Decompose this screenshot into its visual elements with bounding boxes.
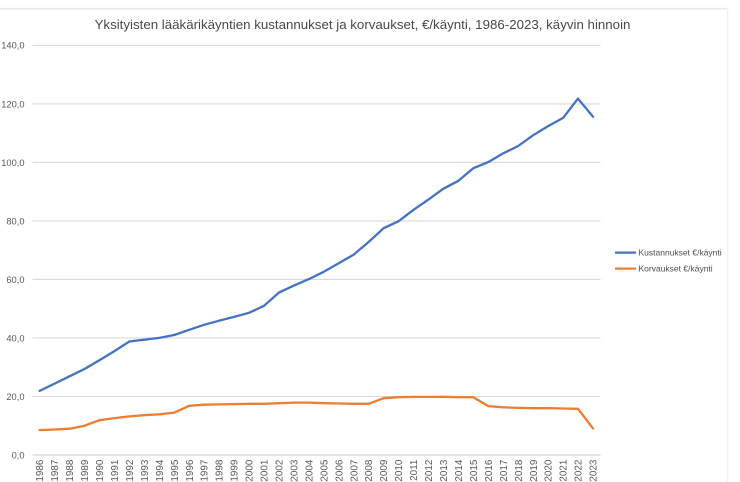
svg-text:1987: 1987 [50,460,61,482]
svg-text:2003: 2003 [290,459,301,481]
svg-text:1999: 1999 [230,459,241,481]
svg-text:80,0: 80,0 [6,216,24,226]
svg-text:2019: 2019 [529,459,540,481]
svg-text:2014: 2014 [454,459,465,481]
svg-text:Kustannukset €/käynti: Kustannukset €/käynti [639,248,722,258]
svg-text:1992: 1992 [125,460,136,482]
svg-text:2017: 2017 [499,460,510,482]
svg-text:1990: 1990 [95,459,106,481]
svg-text:2022: 2022 [574,460,585,482]
svg-text:Korvaukset €/käynti: Korvaukset €/käynti [639,264,713,274]
svg-text:1994: 1994 [155,459,166,481]
svg-text:1996: 1996 [185,459,196,481]
svg-text:2008: 2008 [364,459,375,481]
svg-text:2012: 2012 [424,460,435,482]
svg-text:2005: 2005 [319,459,330,481]
svg-text:20,0: 20,0 [6,392,24,402]
svg-text:1997: 1997 [200,460,211,482]
svg-text:1988: 1988 [65,459,76,481]
svg-text:2009: 2009 [379,459,390,481]
svg-text:0,0: 0,0 [12,450,25,460]
svg-text:100,0: 100,0 [1,158,24,168]
svg-text:2020: 2020 [544,459,555,481]
svg-text:2007: 2007 [349,460,360,482]
svg-text:140,0: 140,0 [1,41,24,51]
svg-text:2011: 2011 [409,459,420,481]
svg-text:40,0: 40,0 [6,333,24,343]
svg-text:2004: 2004 [304,459,315,481]
svg-text:2000: 2000 [245,459,256,481]
svg-text:2002: 2002 [275,460,286,482]
svg-text:2006: 2006 [334,459,345,481]
svg-text:Yksityisten lääkärikäyntien ku: Yksityisten lääkärikäyntien kustannukset… [95,17,631,32]
svg-text:2016: 2016 [484,459,495,481]
svg-text:2013: 2013 [439,459,450,481]
svg-text:2010: 2010 [394,459,405,481]
svg-text:1989: 1989 [80,459,91,481]
svg-text:1993: 1993 [140,459,151,481]
svg-text:2023: 2023 [589,459,600,481]
svg-text:2018: 2018 [514,459,525,481]
svg-text:60,0: 60,0 [6,275,24,285]
svg-text:1995: 1995 [170,459,181,481]
svg-text:2001: 2001 [260,459,271,481]
svg-text:2021: 2021 [559,459,570,481]
svg-text:1998: 1998 [215,459,226,481]
svg-text:2015: 2015 [469,459,480,481]
svg-text:1991: 1991 [110,459,121,481]
svg-text:120,0: 120,0 [1,99,24,109]
svg-text:1986: 1986 [35,459,46,481]
